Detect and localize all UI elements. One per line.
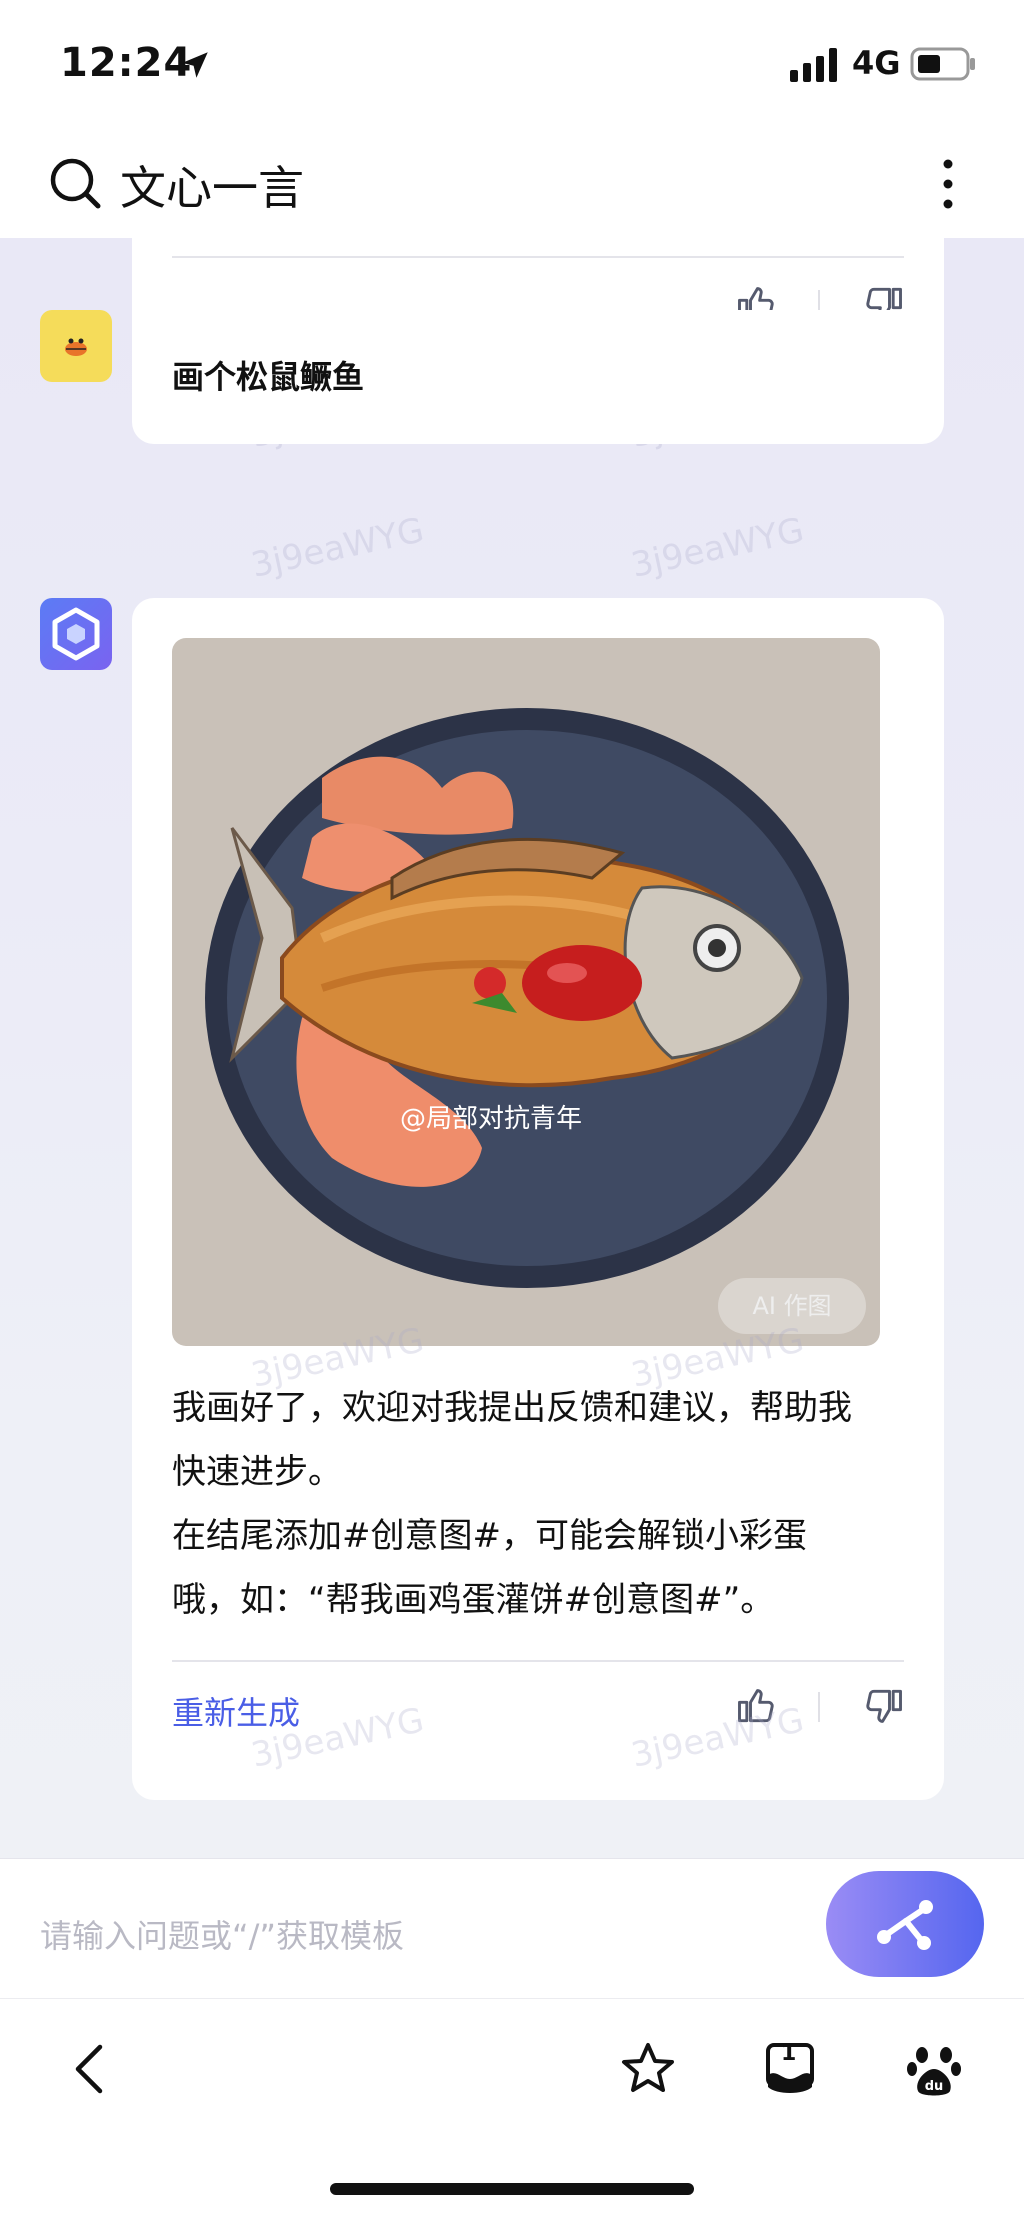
tabs-icon[interactable] [760,2039,820,2099]
magic-connect-icon [877,1900,933,1950]
watermark: 3j9eaWYG [247,510,428,586]
feedback-divider [818,1692,820,1722]
duck-avatar-icon [65,338,87,356]
home-indicator [330,2183,694,2195]
response-line: 我画好了，欢迎对我提出反馈和建议，帮助我 [172,1388,852,1428]
ernie-logo-icon [52,607,100,661]
bookmark-star-icon[interactable] [618,2039,678,2099]
user-message-text: 画个松鼠鳜鱼 [172,358,365,396]
status-bar: 12:24 4G [0,0,1024,130]
search-icon[interactable] [48,156,104,212]
image-watermark: @局部对抗青年 [400,1104,583,1134]
more-options-icon[interactable] [930,154,966,214]
ai-response-text: 我画好了，欢迎对我提出反馈和建议，帮助我 快速进步。 在结尾添加#创意图#，可能… [172,1376,904,1632]
page-title: 文心一言 [120,161,304,215]
location-arrow-icon [182,52,208,78]
baidu-paw-icon[interactable]: du [904,2039,964,2099]
card-divider [172,1660,904,1662]
battery-icon [910,47,975,81]
signal-icon [790,48,837,82]
tab-count: 1 [781,2041,797,2066]
squirrel-fish-illustration [205,708,849,1288]
response-line: 哦，如：“帮我画鸡蛋灌饼#创意图#”。 [172,1580,775,1620]
ai-avatar [40,598,112,670]
user-message-card: 画个松鼠鳜鱼 [132,310,944,444]
ai-draw-badge: AI 作图 [718,1278,866,1334]
user-avatar [40,310,112,382]
svg-text:du: du [925,2079,944,2094]
feedback-divider [818,290,820,320]
response-line: 快速进步。 [172,1452,342,1492]
send-button[interactable] [826,1871,984,1977]
response-line: 在结尾添加#创意图#，可能会解锁小彩蛋 [172,1516,807,1556]
browser-bottom-nav: 1 du [0,1998,1024,2217]
thumbs-up-icon[interactable] [734,1684,778,1728]
generated-image[interactable]: @局部对抗青年 AI 作图 [172,638,880,1346]
network-label: 4G [852,44,901,82]
chat-input-bar: 请输入问题或“/”获取模板 [0,1858,1024,1999]
regenerate-button[interactable]: 重新生成 [172,1694,301,1732]
back-icon[interactable] [62,2039,122,2099]
status-time: 12:24 [60,40,193,86]
ai-response-card: @局部对抗青年 AI 作图 我画好了，欢迎对我提出反馈和建议，帮助我 快速进步。… [132,598,944,1800]
app-header: 文心一言 [0,130,1024,239]
watermark: 3j9eaWYG [627,510,808,586]
thumbs-down-icon[interactable] [862,1684,906,1728]
card-divider [172,256,904,258]
chat-area[interactable]: 3j9eaWYG 3j9eaWYG 3j9eaWYG 3j9eaWYG 3j9e… [0,238,1024,1858]
chat-input[interactable]: 请输入问题或“/”获取模板 [40,1917,404,1955]
